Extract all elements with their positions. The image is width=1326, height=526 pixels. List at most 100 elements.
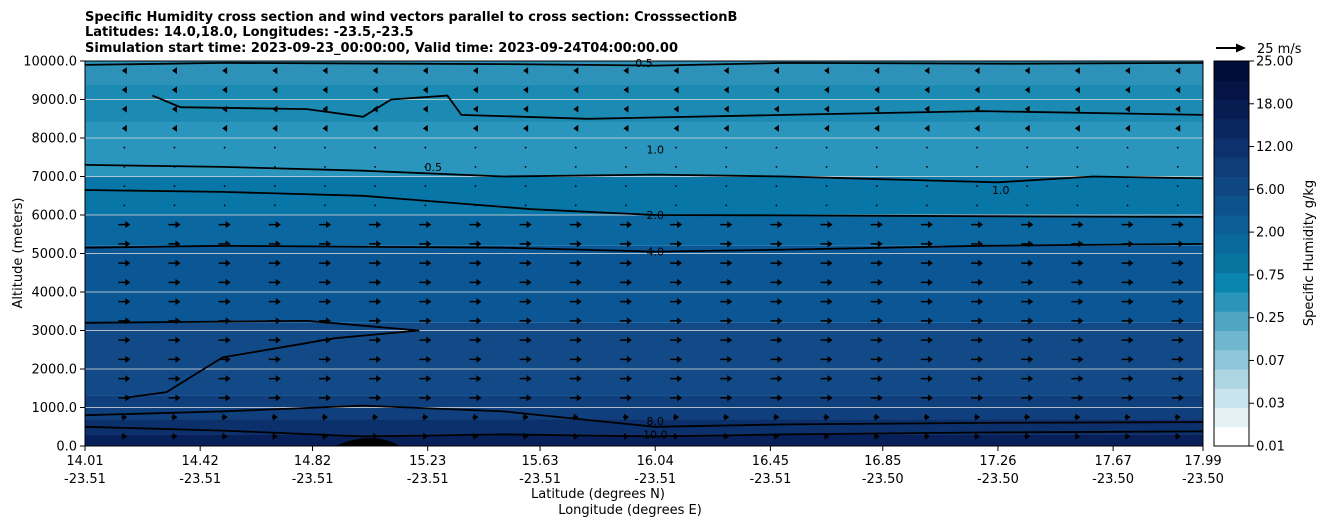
wind-vector	[374, 185, 377, 188]
wind-vector	[273, 146, 276, 149]
y-axis: 0.0 1000.0 2000.0 3000.0 4000.0 5000.0 6000.0 7…	[23, 55, 85, 455]
wind-vector	[273, 185, 276, 188]
wind-vector	[273, 204, 276, 207]
wind-vector	[720, 317, 733, 325]
wind-vector	[173, 165, 176, 168]
wind-vector	[1026, 165, 1029, 168]
wind-vector	[820, 221, 833, 229]
wind-vector	[469, 298, 482, 306]
wind-vector	[168, 394, 181, 402]
wind-vector	[522, 413, 529, 421]
wind-vector	[469, 336, 482, 344]
wind-vector	[619, 336, 632, 344]
colorbar-tick-label: 0.03	[1256, 397, 1285, 412]
wind-vector	[923, 413, 930, 421]
wind-vector	[322, 67, 328, 75]
wind-vector	[1021, 394, 1034, 402]
wind-vector	[268, 298, 281, 306]
wind-vector	[324, 165, 326, 168]
wind-vector	[619, 240, 632, 248]
wind-vector	[920, 259, 933, 267]
wind-vector	[419, 355, 432, 363]
wind-vector	[318, 278, 331, 286]
wind-vector	[569, 355, 582, 363]
wind-vector	[171, 105, 177, 113]
wind-vector	[218, 240, 231, 248]
wind-vector	[673, 67, 679, 75]
x-tick-label-latitude: 17.26	[979, 454, 1016, 469]
wind-vector	[1174, 413, 1181, 421]
y-tick-label: 1000.0	[32, 401, 78, 416]
wind-vector	[770, 221, 783, 229]
wind-vector	[820, 317, 833, 325]
wind-vector	[474, 165, 477, 168]
wind-key-arrow-head	[1236, 43, 1246, 53]
wind-vector	[369, 317, 382, 325]
colorbar-segment	[1214, 234, 1249, 254]
wind-vector	[469, 375, 482, 383]
wind-vector	[173, 204, 176, 207]
wind-vector	[1126, 165, 1129, 168]
wind-vector	[221, 432, 228, 440]
wind-vector	[976, 204, 978, 207]
wind-vector	[321, 413, 328, 421]
wind-vector	[976, 185, 978, 188]
wind-vector	[670, 240, 683, 248]
wind-vector	[673, 432, 680, 440]
wind-vector	[723, 413, 730, 421]
wind-vector	[619, 375, 632, 383]
wind-vector	[820, 298, 833, 306]
wind-vector	[569, 259, 582, 267]
wind-vector	[519, 221, 532, 229]
contour-label: 10.0	[643, 428, 668, 441]
wind-vector	[118, 375, 131, 383]
wind-vector	[173, 185, 176, 188]
contour-line	[85, 404, 1203, 428]
contour-label: 1.0	[646, 144, 664, 157]
wind-vector	[369, 221, 382, 229]
colorbar-ticks: 0.01 0.03 0.07 0.25 0.75 2.00 6.00 12.00 18.00 25…	[1249, 55, 1293, 455]
x-axis: 14.01 -23.51 14.42 -23.51 14.82 -23.51 15.23 -2…	[64, 446, 1224, 487]
wind-vector	[875, 165, 878, 168]
wind-vector	[1176, 146, 1179, 149]
wind-vector	[870, 259, 883, 267]
contour-line	[152, 94, 1203, 120]
colorbar-segment	[1214, 330, 1249, 351]
wind-vector	[770, 355, 783, 363]
wind-vector	[1071, 298, 1084, 306]
wind-vector	[272, 105, 278, 113]
wind-vector	[870, 394, 883, 402]
wind-vector	[372, 67, 378, 75]
wind-vector	[825, 204, 828, 207]
wind-vector	[1076, 146, 1079, 149]
wind-vector	[825, 146, 828, 149]
colorbar-segment	[1214, 253, 1249, 274]
wind-vector	[670, 278, 683, 286]
wind-vector	[825, 165, 828, 168]
colorbar-segment	[1214, 292, 1249, 312]
wind-vector	[775, 185, 778, 188]
wind-vector	[322, 86, 328, 94]
wind-vector	[1074, 432, 1081, 440]
colorbar-tick-label: 18.00	[1256, 97, 1293, 112]
wind-vector	[670, 355, 683, 363]
wind-vector	[121, 67, 127, 75]
wind-vector	[1176, 165, 1179, 168]
wind-vector	[920, 240, 933, 248]
wind-vector	[218, 336, 231, 344]
wind-vector	[974, 67, 980, 75]
colorbar-segment	[1214, 118, 1249, 139]
wind-vector	[1026, 204, 1029, 207]
wind-vector	[720, 259, 733, 267]
wind-vector	[221, 413, 228, 421]
wind-vector	[569, 375, 582, 383]
wind-vector	[1021, 240, 1034, 248]
wind-vector	[875, 204, 878, 207]
humidity-contours	[85, 61, 1203, 438]
wind-vector	[1121, 221, 1134, 229]
wind-vector	[118, 278, 131, 286]
wind-vector	[519, 375, 532, 383]
wind-vector	[619, 221, 632, 229]
wind-vector	[926, 204, 928, 207]
wind-vector	[1174, 432, 1181, 440]
